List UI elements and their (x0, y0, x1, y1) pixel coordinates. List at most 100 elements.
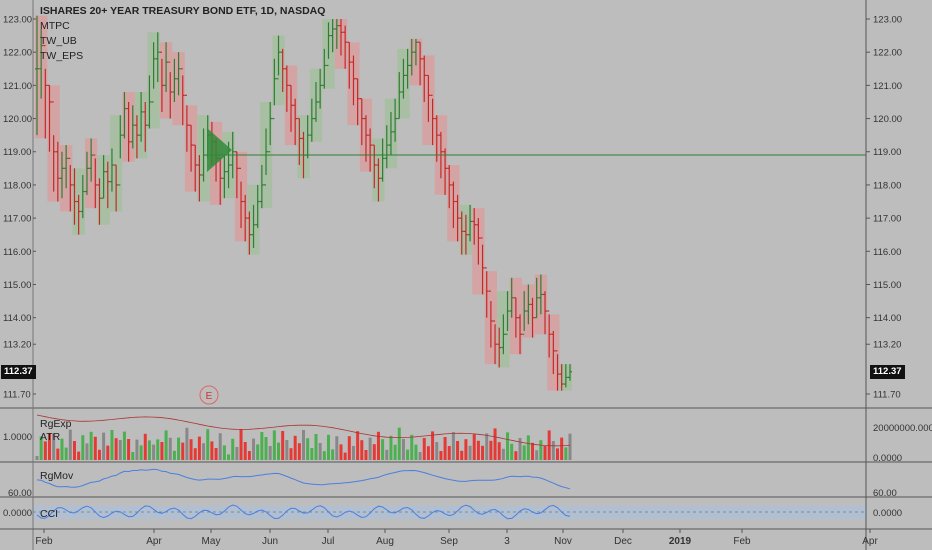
volume-bar (318, 443, 322, 460)
pane-label-atr[interactable]: ATR (40, 431, 61, 443)
y-tick-label-left: 115.00 (3, 280, 31, 291)
volume-bar (343, 452, 347, 460)
event-marker[interactable]: E (199, 385, 219, 405)
rgexp-line (36, 414, 571, 447)
volume-bar (160, 442, 164, 460)
volume-bar (47, 433, 51, 460)
volume-bar (252, 438, 256, 460)
volume-bar (493, 428, 497, 460)
volume-bar (501, 448, 505, 460)
volume-bar (197, 436, 201, 460)
volume-bar (547, 430, 551, 460)
volume-bar (310, 448, 314, 460)
x-tick-label: Feb (733, 536, 751, 547)
volume-bar (560, 437, 564, 460)
volume-bar (397, 427, 401, 460)
event-marker-circle[interactable] (199, 385, 219, 405)
volume-bar (106, 445, 110, 460)
y-tick-label-left: 114.00 (3, 313, 31, 324)
volume-bar (535, 450, 539, 460)
volume-bar (43, 441, 47, 460)
price-bars (35, 15, 572, 391)
pane-label-rgexp[interactable]: RgExp (40, 418, 72, 430)
volume-bar (77, 451, 81, 460)
volume-bar (143, 433, 147, 460)
y-tick-label-left: 118.00 (3, 180, 31, 191)
pane-label-rgmov[interactable]: RgMov (40, 470, 74, 482)
pane-tick-label-left: 1.0000 (3, 432, 32, 443)
volume-bar (210, 441, 214, 460)
volume-bar (468, 445, 472, 460)
volume-bar (277, 442, 281, 460)
volume-bar (376, 431, 380, 460)
volume-bar (368, 437, 372, 460)
volume-bar (122, 431, 126, 460)
volume-bar (227, 454, 231, 460)
indicator-tw-eps[interactable]: TW_EPS (40, 50, 84, 62)
volume-bar (372, 444, 376, 460)
pane-label-cci[interactable]: CCI (40, 508, 59, 520)
y-tick-label-left: 123.00 (3, 15, 32, 26)
pane-tick-label-left: 0.0000 (3, 508, 32, 519)
indicator-mtpc[interactable]: MTPC (40, 20, 70, 32)
volume-bar (202, 443, 206, 460)
volume-bar (514, 451, 518, 460)
volume-bar (177, 437, 181, 460)
x-tick-label: May (202, 536, 221, 547)
y-tick-label-left: 111.70 (3, 390, 31, 401)
volume-bar (531, 442, 535, 460)
volume-bar (331, 449, 335, 460)
volume-bar (218, 433, 222, 460)
y-tick-label-left: 121.00 (3, 81, 32, 92)
volume-bar (268, 446, 272, 460)
volume-bar (364, 450, 368, 460)
volume-bar (385, 449, 389, 460)
volume-bar (564, 447, 568, 460)
y-tick-label-right: 121.00 (873, 81, 902, 92)
volume-bar (451, 432, 455, 460)
y-tick-label-right: 123.00 (873, 15, 902, 26)
y-tick-label-right: 120.00 (873, 114, 902, 125)
highlight-boxes (35, 15, 572, 391)
volume-bar (89, 431, 93, 460)
volume-bar (281, 431, 285, 460)
volume-bar (347, 436, 351, 460)
volume-bar (543, 446, 547, 460)
volume-bar (231, 438, 235, 460)
volume-bar (418, 452, 422, 460)
volume-bar (360, 440, 364, 460)
volume-bar (156, 439, 160, 460)
volume-bar (510, 443, 514, 460)
y-tick-label-right: 117.00 (873, 214, 901, 225)
volume-bar (497, 442, 501, 460)
volume-bar (147, 440, 151, 460)
indicator-lines (36, 468, 571, 520)
volume-bar (297, 443, 301, 460)
volume-bar (443, 437, 447, 460)
volume-bar (481, 445, 485, 460)
volume-bar (181, 442, 185, 460)
pane-tick-label-right: 20000000.0000 (873, 423, 932, 434)
volume-bar (485, 433, 489, 460)
flag-triangle-icon (207, 128, 232, 172)
indicator-tw-ub[interactable]: TW_UB (40, 35, 77, 47)
volume-bar (127, 439, 131, 460)
volume-bar (539, 440, 543, 460)
volume-bar (68, 429, 72, 460)
volume-bar (222, 445, 226, 460)
volume-bar (152, 444, 156, 460)
volume-bar (193, 448, 197, 460)
pane-tick-label-right: 60.00 (873, 488, 897, 499)
x-tick-label: Jul (322, 536, 335, 547)
volume-bar (335, 436, 339, 460)
rgmov-line (36, 468, 571, 490)
last-price-tag-right: 112.37 (870, 365, 905, 379)
x-tick-label: Nov (554, 536, 572, 547)
y-tick-label-right: 113.20 (873, 340, 901, 351)
volume-bar (139, 445, 143, 460)
volume-bar (39, 436, 43, 460)
x-tick-label: Aug (376, 536, 394, 547)
x-tick-label: Dec (614, 536, 632, 547)
